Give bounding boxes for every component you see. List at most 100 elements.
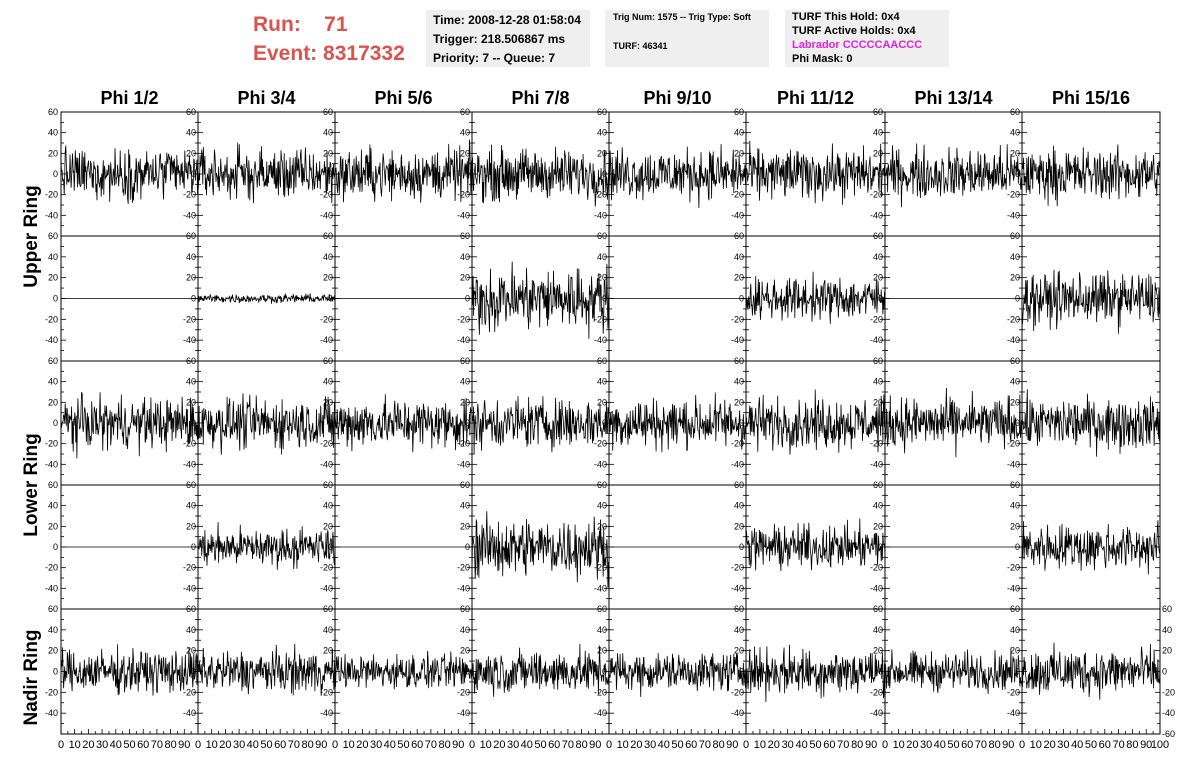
y-tick-label: 20 [1010, 521, 1020, 531]
y-tick-label: -20 [183, 687, 196, 697]
y-tick-label: -40 [1007, 335, 1020, 345]
y-tick-label: 20 [1010, 148, 1020, 158]
y-tick-label: 20 [48, 397, 58, 407]
x-tick-label: 50 [534, 739, 546, 751]
y-tick-label: -20 [870, 687, 883, 697]
y-tick-label: -40 [594, 459, 607, 469]
y-tick-label: 60 [1010, 356, 1020, 366]
y-tick-label: 60 [48, 107, 58, 117]
y-tick-label: 0 [328, 418, 333, 428]
y-tick-label: 20 [186, 521, 196, 531]
x-tick-label: 10 [206, 739, 218, 751]
y-tick-label: 40 [460, 377, 470, 387]
y-tick-label: 60 [186, 231, 196, 241]
y-tick-label: 0 [739, 542, 744, 552]
x-tick-label: 0 [469, 739, 475, 751]
y-tick-label: -20 [1007, 563, 1020, 573]
x-tick-label: 80 [438, 739, 450, 751]
y-tick-label: 20 [460, 646, 470, 656]
y-tick-label: -20 [457, 314, 470, 324]
y-tick-label: -20 [457, 563, 470, 573]
y-tick-label: -20 [457, 687, 470, 697]
y-tick-label: 60 [873, 604, 883, 614]
x-tick-label: 30 [370, 739, 382, 751]
y-tick-label: 20 [323, 148, 333, 158]
trigger-text: Trigger: 218.506867 ms [433, 32, 566, 46]
y-tick-label: 60 [460, 604, 470, 614]
run-event-label: Run: 71 Event: 8317332 [253, 10, 405, 68]
x-tick-label: 90 [865, 739, 877, 751]
x-tick-label: 90 [178, 739, 190, 751]
waveform-trace [1021, 642, 1161, 700]
y-tick-label: -40 [320, 583, 333, 593]
x-tick-label: 90 [589, 739, 601, 751]
right-tick-label: 60 [1162, 604, 1172, 614]
y-tick-label: 0 [602, 542, 607, 552]
column-title: Phi 15/16 [1052, 88, 1130, 108]
y-tick-label: -20 [45, 314, 58, 324]
y-tick-label: 40 [323, 625, 333, 635]
y-tick-label: 60 [873, 231, 883, 241]
y-tick-label: 20 [873, 273, 883, 283]
y-tick-label: 60 [323, 480, 333, 490]
y-tick-label: -40 [45, 210, 58, 220]
y-tick-label: 0 [1015, 667, 1020, 677]
y-tick-label: -40 [870, 335, 883, 345]
y-tick-label: -40 [1007, 708, 1020, 718]
y-tick-label: 0 [1015, 542, 1020, 552]
y-tick-label: -20 [320, 439, 333, 449]
x-tick-label: 60 [548, 739, 560, 751]
y-tick-label: 40 [1010, 128, 1020, 138]
waveform-trace [745, 140, 886, 205]
y-tick-label: 60 [1010, 107, 1020, 117]
y-tick-label: -40 [45, 335, 58, 345]
y-tick-label: 60 [597, 356, 607, 366]
turf-active-holds-text: TURF Active Holds: 0x4 [792, 25, 916, 37]
y-tick-label: -20 [1007, 314, 1020, 324]
y-tick-label: 0 [878, 169, 883, 179]
y-tick-label: -40 [183, 210, 196, 220]
y-tick-label: -20 [870, 439, 883, 449]
phi-mask-text: Phi Mask: 0 [792, 53, 853, 65]
time-info-box: Time: 2008-12-28 01:58:04 Trigger: 218.5… [426, 10, 590, 67]
x-tick-label: 20 [356, 739, 368, 751]
column-title: Phi 9/10 [643, 88, 711, 108]
x-tick-label: 70 [837, 739, 849, 751]
x-tick-label: 0 [332, 739, 338, 751]
y-tick-label: -20 [594, 563, 607, 573]
y-tick-label: 20 [323, 397, 333, 407]
x-tick-label: 10 [343, 739, 355, 751]
y-tick-label: -20 [731, 190, 744, 200]
y-tick-label: 20 [597, 148, 607, 158]
x-tick-label: 30 [507, 739, 519, 751]
y-tick-label: 40 [186, 128, 196, 138]
y-tick-label: -20 [870, 314, 883, 324]
y-tick-label: -40 [457, 583, 470, 593]
y-tick-label: 60 [1010, 604, 1020, 614]
y-tick-label: 60 [1010, 480, 1020, 490]
y-tick-label: 40 [734, 128, 744, 138]
y-tick-label: 60 [323, 356, 333, 366]
y-tick-label: 40 [873, 128, 883, 138]
y-tick-label: 0 [53, 418, 58, 428]
run-label: Run: [253, 13, 301, 36]
y-tick-label: 60 [48, 604, 58, 614]
y-tick-label: -20 [731, 687, 744, 697]
waveform-trace [60, 644, 199, 696]
x-tick-label: 10 [1030, 739, 1042, 751]
x-tick-label: 10 [754, 739, 766, 751]
y-tick-label: -40 [457, 459, 470, 469]
y-tick-label: 60 [186, 604, 196, 614]
column-title: Phi 1/2 [100, 88, 158, 108]
y-tick-label: 40 [873, 501, 883, 511]
y-tick-label: 40 [734, 501, 744, 511]
y-tick-label: 20 [1010, 646, 1020, 656]
y-tick-label: 0 [53, 542, 58, 552]
y-tick-label: -20 [1007, 190, 1020, 200]
y-tick-label: 60 [323, 604, 333, 614]
y-tick-label: 0 [1015, 294, 1020, 304]
y-tick-label: -40 [870, 583, 883, 593]
y-tick-label: -40 [594, 583, 607, 593]
event-line: Event: 8317332 [253, 39, 405, 68]
waveform-trace [608, 392, 747, 453]
